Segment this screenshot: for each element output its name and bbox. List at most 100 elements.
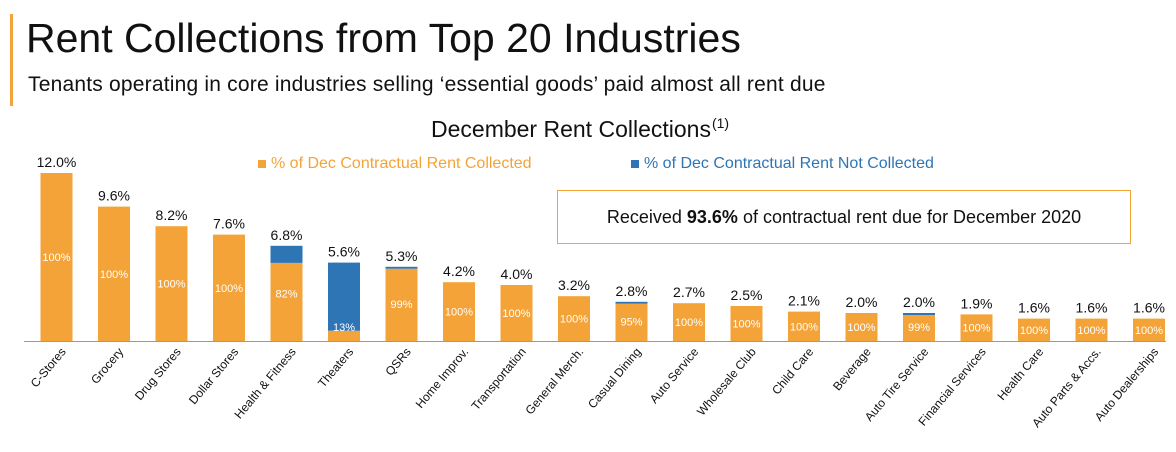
- inner-label-auto-service: 100%: [675, 317, 703, 329]
- bar-collected-auto-dealerships: [1133, 318, 1165, 341]
- inner-label-auto-tire-service: 99%: [908, 322, 930, 334]
- total-label-health-fitness: 6.8%: [271, 227, 303, 243]
- total-label-wholesale-club: 2.5%: [731, 287, 763, 303]
- legend-item-collected: % of Dec Contractual Rent Collected: [258, 152, 532, 176]
- total-label-beverage: 2.0%: [846, 294, 878, 310]
- callout-value: 93.6%: [686, 206, 738, 227]
- category-label-drug-stores: Drug Stores: [132, 345, 184, 403]
- total-label-qsrs: 5.3%: [386, 248, 418, 264]
- bar-collected-health-fitness: [270, 262, 303, 341]
- category-label-wholesale-club: Wholesale Club: [694, 345, 759, 419]
- inner-label-home-improv: 100%: [445, 307, 473, 319]
- category-label-general-merch: General Merch.: [522, 345, 586, 417]
- category-label-auto-dealerships: Auto Dealerships: [1092, 345, 1161, 424]
- bar-collected-c-stores: [40, 173, 73, 341]
- bar-collected-home-improv: [443, 282, 475, 341]
- category-label-casual-dining: Casual Dining: [585, 345, 644, 411]
- chart-title-text: December Rent Collections: [431, 116, 711, 142]
- total-label-transportation: 4.0%: [501, 266, 533, 282]
- total-label-grocery: 9.6%: [98, 188, 130, 204]
- bar-collected-transportation: [500, 285, 533, 341]
- inner-label-child-care: 100%: [790, 321, 818, 333]
- inner-label-financial-services: 100%: [962, 323, 990, 335]
- category-label-theaters: Theaters: [315, 345, 356, 390]
- bar-collected-financial-services: [960, 314, 993, 341]
- legend-label-collected: % of Dec Contractual Rent Collected: [271, 155, 532, 172]
- bar-not-collected-auto-tire-service: [903, 313, 935, 315]
- callout-suffix: of contractual rent due for December 202…: [742, 206, 1082, 227]
- category-label-qsrs: QSRs: [382, 345, 413, 379]
- bar-collected-wholesale-club: [730, 306, 763, 341]
- title-accent-bar: [10, 14, 13, 106]
- category-label-grocery: Grocery: [88, 345, 126, 387]
- category-label-health-fitness: Health & Fitness: [231, 345, 298, 421]
- inner-label-casual-dining: 95%: [620, 316, 642, 328]
- bar-collected-grocery: [98, 206, 130, 341]
- total-label-c-stores: 12.0%: [37, 154, 77, 170]
- total-label-child-care: 2.1%: [788, 293, 820, 309]
- category-label-beverage: Beverage: [830, 345, 874, 394]
- chart-title-footnote: (1): [711, 115, 730, 132]
- category-label-dollar-stores: Dollar Stores: [186, 345, 241, 407]
- inner-label-dollar-stores: 100%: [215, 283, 243, 295]
- bar-collected-casual-dining: [615, 303, 648, 341]
- inner-label-general-merch: 100%: [560, 314, 588, 326]
- legend-item-not-collected: % of Dec Contractual Rent Not Collected: [631, 152, 934, 176]
- bar-collected-auto-parts-accs: [1075, 318, 1108, 341]
- total-label-home-improv: 4.2%: [443, 263, 475, 279]
- inner-label-wholesale-club: 100%: [732, 319, 760, 331]
- legend-label-not-collected: % of Dec Contractual Rent Not Collected: [644, 155, 934, 172]
- category-label-home-improv: Home Improv.: [413, 345, 472, 411]
- bar-not-collected-theaters: [328, 262, 360, 331]
- total-label-drug-stores: 8.2%: [156, 207, 188, 223]
- bar-collected-auto-service: [673, 303, 705, 341]
- total-label-theaters: 5.6%: [328, 244, 360, 260]
- category-label-health-care: Health Care: [994, 345, 1046, 403]
- total-label-auto-service: 2.7%: [673, 284, 705, 300]
- bar-collected-beverage: [845, 313, 878, 341]
- category-label-transportation: Transportation: [469, 345, 529, 413]
- total-label-dollar-stores: 7.6%: [213, 216, 245, 232]
- inner-label-health-fitness: 82%: [275, 288, 297, 300]
- total-label-casual-dining: 2.8%: [616, 283, 648, 299]
- bar-collected-theaters: [328, 330, 360, 341]
- bar-not-collected-qsrs: [385, 266, 418, 269]
- inner-label-qsrs: 99%: [390, 299, 412, 311]
- category-label-c-stores: C-Stores: [28, 345, 69, 390]
- total-label-health-care: 1.6%: [1018, 300, 1050, 316]
- total-label-auto-parts-accs: 1.6%: [1076, 300, 1108, 316]
- inner-label-c-stores: 100%: [42, 252, 70, 264]
- total-label-financial-services: 1.9%: [961, 295, 993, 311]
- total-label-general-merch: 3.2%: [558, 277, 590, 293]
- bar-collected-qsrs: [385, 268, 418, 341]
- total-label-auto-dealerships: 1.6%: [1133, 300, 1165, 316]
- category-label-auto-service: Auto Service: [647, 345, 702, 406]
- inner-label-auto-parts-accs: 100%: [1077, 325, 1105, 337]
- bar-not-collected-health-fitness: [270, 245, 303, 263]
- page-subtitle: Tenants operating in core industries sel…: [28, 73, 826, 96]
- inner-label-auto-dealerships: 100%: [1135, 325, 1163, 337]
- total-label-auto-tire-service: 2.0%: [903, 294, 935, 310]
- inner-label-drug-stores: 100%: [157, 279, 185, 291]
- bar-not-collected-casual-dining: [615, 301, 648, 304]
- inner-label-beverage: 100%: [847, 322, 875, 334]
- chart-title: December Rent Collections(1): [431, 113, 729, 145]
- bar-collected-auto-tire-service: [903, 315, 935, 341]
- bar-collected-general-merch: [558, 296, 590, 341]
- category-label-child-care: Child Care: [769, 345, 816, 398]
- chart-legend: % of Dec Contractual Rent Collected % of…: [0, 152, 1176, 176]
- callout-prefix: Received: [606, 206, 682, 227]
- inner-label-theaters: 13%: [333, 322, 355, 334]
- bar-collected-dollar-stores: [213, 234, 245, 341]
- page-title: Rent Collections from Top 20 Industries: [26, 15, 741, 61]
- bar-collected-child-care: [788, 311, 820, 341]
- bar-collected-health-care: [1018, 318, 1050, 341]
- callout-box: Received 93.6% of contractual rent due f…: [557, 190, 1131, 244]
- inner-label-transportation: 100%: [502, 308, 530, 320]
- inner-label-health-care: 100%: [1020, 325, 1048, 337]
- inner-label-grocery: 100%: [100, 269, 128, 281]
- legend-swatch-not-collected: [631, 160, 639, 168]
- bar-collected-drug-stores: [155, 226, 188, 341]
- legend-swatch-collected: [258, 160, 266, 168]
